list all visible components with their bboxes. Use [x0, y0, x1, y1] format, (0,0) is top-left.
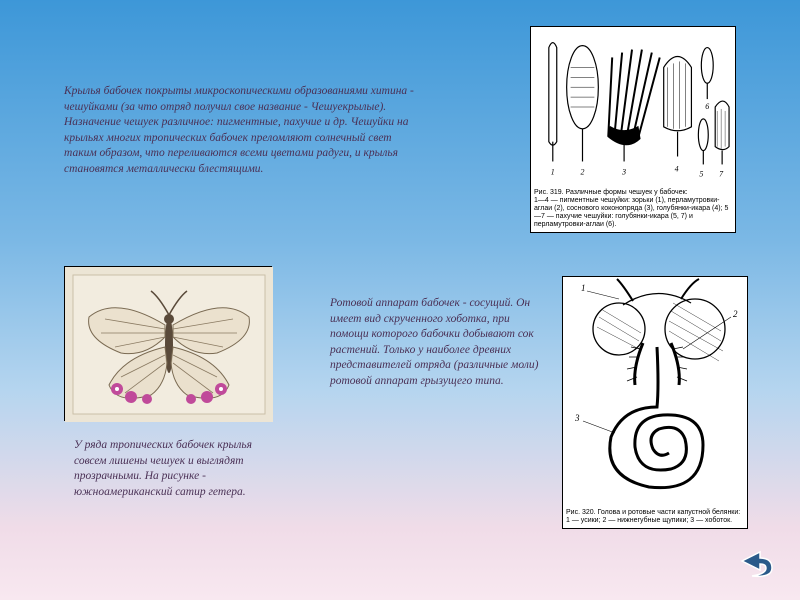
head-illustration: 1 2 3	[563, 277, 749, 507]
svg-text:4: 4	[675, 164, 679, 173]
caption-legend: 1 — усики; 2 — нижнегубные щупики; 3 — х…	[566, 517, 732, 524]
mouthparts-paragraph: Ротовой аппарат бабочек - сосущий. Он им…	[330, 296, 545, 389]
caption-legend: 1—4 — пигментные чешуйки: зорьки (1), пе…	[534, 197, 728, 228]
scales-illustration: 1 2 3 4 5 6 7	[531, 27, 735, 187]
svg-text:1: 1	[581, 283, 586, 293]
svg-text:7: 7	[719, 169, 724, 178]
svg-text:2: 2	[581, 167, 585, 176]
svg-text:1: 1	[551, 167, 555, 176]
svg-text:3: 3	[621, 167, 626, 176]
figure-scales-caption: Рис. 319. Различные формы чешуек у бабоч…	[531, 187, 735, 232]
figure-head-caption: Рис. 320. Голова и ротовые части капустн…	[563, 507, 747, 528]
caption-title: Рис. 320. Голова и ротовые части капустн…	[566, 509, 740, 516]
figure-scale-shapes: 1 2 3 4 5 6 7 Рис. 319. Различные формы …	[530, 26, 736, 233]
back-button[interactable]	[732, 548, 778, 580]
butterfly-caption-text: У ряда тропических бабочек крылья совсем…	[74, 438, 274, 500]
return-arrow-icon	[732, 548, 778, 580]
svg-text:3: 3	[574, 413, 580, 423]
svg-text:2: 2	[733, 309, 738, 319]
svg-text:6: 6	[705, 102, 709, 111]
svg-text:5: 5	[699, 169, 703, 178]
figure-butterfly-photo	[64, 266, 272, 421]
wings-scales-paragraph: Крылья бабочек покрыты микроскопическими…	[64, 84, 424, 177]
figure-head-proboscis: 1 2 3 Рис. 320. Голова и ротовые части к…	[562, 276, 748, 529]
caption-title: Рис. 319. Различные формы чешуек у бабоч…	[534, 189, 688, 196]
butterfly-illustration	[65, 267, 273, 422]
